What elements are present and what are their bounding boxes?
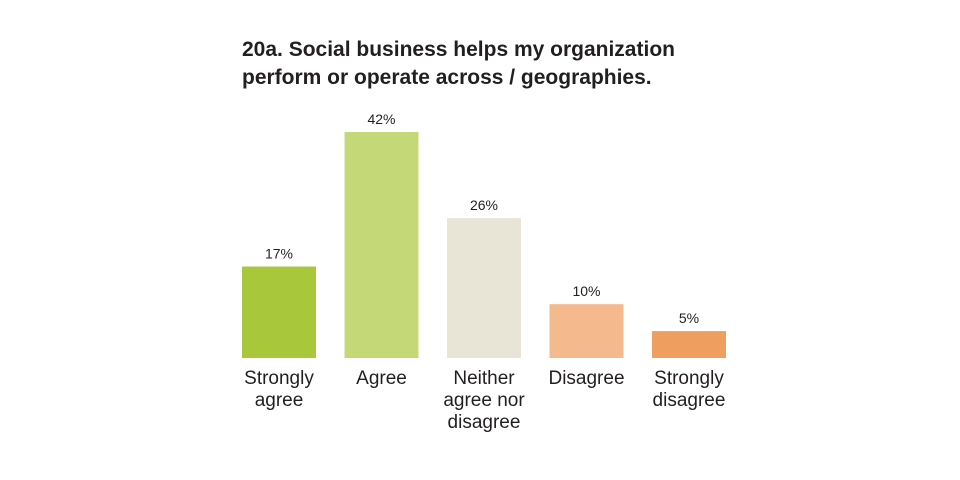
category-label-0-line-1: agree [255, 390, 304, 411]
chart-title: 20a. Social business helps my organizati… [242, 36, 802, 92]
category-label-0-line-0: Strongly [244, 368, 314, 389]
bar-value-label-2: 26% [470, 197, 498, 213]
category-label-4-line-0: Strongly [654, 368, 724, 389]
bar-3 [549, 304, 624, 358]
category-label-3-line-0: Disagree [548, 368, 624, 389]
bar-value-label-3: 10% [572, 283, 600, 299]
chart-title-line-2: perform or operate across / geographies. [242, 66, 652, 89]
category-label-2-line-1: agree nor [443, 390, 525, 411]
category-label-1-line-0: Agree [356, 368, 407, 389]
bar-4 [652, 331, 726, 358]
category-label-2-line-0: Neither [453, 368, 515, 389]
chart-title-line-1: 20a. Social business helps my organizati… [242, 38, 675, 61]
bar-0 [242, 266, 316, 358]
category-label-2-line-2: disagree [448, 412, 521, 433]
bar-value-label-4: 5% [679, 310, 699, 326]
bar-value-label-0: 17% [265, 246, 293, 262]
bar-1 [344, 132, 419, 358]
bar-value-label-1: 42% [367, 111, 395, 127]
category-label-4-line-1: disagree [653, 390, 726, 411]
bar-2 [447, 218, 521, 358]
